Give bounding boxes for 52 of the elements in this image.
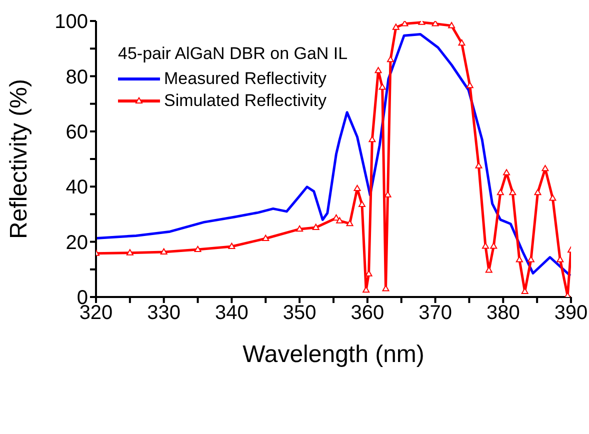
point: [126, 249, 134, 256]
y-tick-label: 100: [54, 11, 88, 34]
point: [509, 188, 516, 196]
point: [358, 200, 366, 208]
point: [516, 256, 523, 262]
point: [336, 217, 344, 224]
point: [194, 246, 202, 252]
x-tick-label: 340: [215, 302, 248, 324]
point: [458, 39, 466, 46]
legend-label: Simulated Reflectivity: [164, 91, 327, 111]
x-tick-label: 380: [486, 302, 520, 324]
point: [503, 169, 510, 176]
point: [490, 242, 498, 249]
point: [475, 162, 482, 168]
point: [482, 242, 489, 249]
x-tick-label: 330: [147, 302, 181, 324]
point: [387, 56, 394, 62]
point: [496, 188, 504, 196]
legend-title: 45-pair AlGaN DBR on GaN IL: [118, 44, 348, 64]
point: [228, 242, 236, 249]
point: [549, 194, 556, 201]
point: [262, 234, 270, 241]
point: [448, 22, 456, 28]
point: [392, 24, 400, 30]
point: [378, 84, 386, 90]
point: [556, 256, 564, 262]
point: [296, 225, 304, 232]
point: [527, 256, 534, 262]
x-tick-label: 350: [282, 302, 316, 324]
x-axis-title: Wavelength (nm): [242, 341, 424, 368]
point: [160, 248, 168, 255]
point: [368, 136, 376, 142]
point: [374, 66, 382, 74]
point: [466, 82, 474, 88]
point: [332, 214, 340, 221]
point: [312, 224, 320, 230]
point: [346, 220, 354, 226]
point: [432, 21, 439, 26]
x-tick-label: 370: [418, 302, 452, 324]
x-tick-label: 360: [350, 302, 384, 324]
legend-label: Measured Reflectivity: [164, 69, 327, 89]
y-axis-title: Reflectivity (%): [6, 78, 33, 240]
y-tick-label: 80: [66, 66, 88, 88]
point: [401, 21, 408, 26]
x-tick-label: 390: [554, 302, 588, 324]
point: [542, 164, 549, 172]
point: [354, 184, 361, 192]
y-tick-label: 40: [66, 176, 88, 199]
y-tick-label: 20: [66, 232, 88, 254]
point: [534, 188, 542, 196]
y-tick-label: 60: [66, 122, 88, 144]
point: [384, 191, 392, 198]
